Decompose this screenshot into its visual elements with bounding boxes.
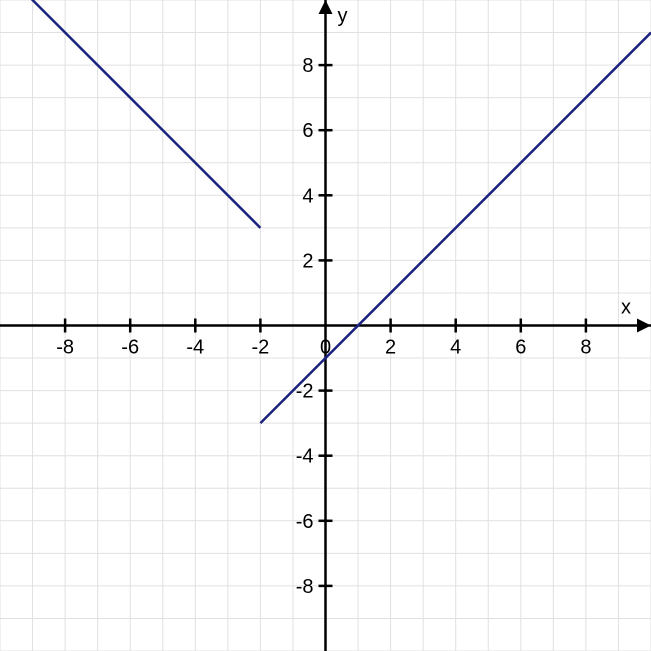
x-tick-label: 4 — [450, 337, 461, 359]
x-axis-label: x — [621, 297, 631, 319]
x-tick-label: -8 — [56, 337, 74, 359]
coordinate-plane-chart: -8-6-4-202468-8-6-4-22468 xy — [0, 0, 651, 651]
x-tick-label: 8 — [580, 337, 591, 359]
y-tick-label: -8 — [296, 576, 314, 598]
y-tick-label: 6 — [302, 120, 313, 142]
x-tick-label: 2 — [385, 337, 396, 359]
y-axis-label: y — [338, 5, 348, 27]
y-tick-label: 2 — [302, 250, 313, 272]
x-tick-label: -4 — [186, 337, 204, 359]
y-tick-label: -4 — [296, 446, 314, 468]
y-tick-label: 8 — [302, 55, 313, 77]
axis-labels: xy — [338, 5, 632, 319]
x-tick-label: -2 — [252, 337, 270, 359]
y-tick-label: 4 — [302, 185, 313, 207]
y-tick-label: -6 — [296, 511, 314, 533]
x-tick-label: 6 — [515, 337, 526, 359]
x-tick-label: -6 — [121, 337, 139, 359]
